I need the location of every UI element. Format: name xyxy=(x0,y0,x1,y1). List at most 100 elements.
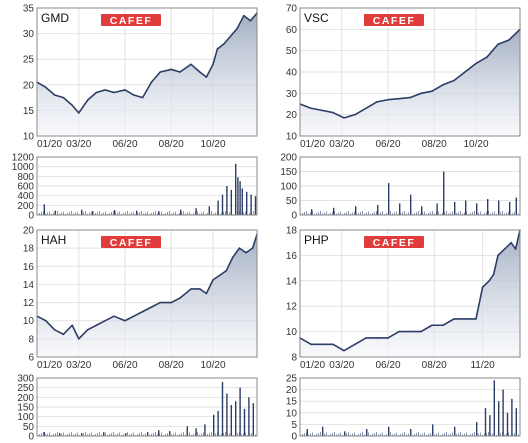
x-tick-label: 10/20 xyxy=(200,139,225,150)
volume-bar xyxy=(502,389,504,436)
cafef-logo-text: CAFEF xyxy=(110,237,153,249)
volume-bar-minor xyxy=(452,432,453,436)
price-point xyxy=(321,109,323,112)
volume-bar-minor xyxy=(105,432,106,436)
volume-bar-minor xyxy=(478,212,479,215)
volume-bar-minor xyxy=(189,432,190,436)
volume-bar xyxy=(241,188,243,215)
volume-bar-minor xyxy=(85,432,86,436)
volume-bar-minor xyxy=(490,213,491,215)
price-area xyxy=(300,29,520,136)
volume-bar-minor xyxy=(306,432,307,436)
price-area xyxy=(37,13,257,136)
price-point xyxy=(190,288,192,290)
volume-bar-minor xyxy=(400,213,401,215)
volume-bar-minor xyxy=(43,211,44,215)
volume-bar-minor xyxy=(304,433,305,436)
price-ytick-label: 20 xyxy=(286,110,298,121)
volume-bar xyxy=(204,424,206,436)
volume-bar-minor xyxy=(354,211,355,215)
volume-ytick-label: 0 xyxy=(291,432,297,443)
volume-bar-minor xyxy=(133,432,134,436)
volume-bar-minor xyxy=(428,213,429,215)
volume-bar xyxy=(213,414,215,436)
volume-bar-minor xyxy=(514,212,515,215)
price-point xyxy=(205,292,208,295)
price-ytick-label: 14 xyxy=(23,280,35,291)
volume-bar xyxy=(388,183,390,215)
volume-bar xyxy=(252,403,254,436)
price-ytick-label: 25 xyxy=(23,55,35,66)
price-frame xyxy=(36,7,258,137)
volume-bar-minor xyxy=(145,433,146,436)
volume-bar-minor xyxy=(372,213,373,215)
volume-bar xyxy=(509,201,511,215)
x-tick-label: 01/20 xyxy=(37,360,62,371)
price-frame xyxy=(299,229,521,358)
volume-bar-minor xyxy=(492,433,493,436)
volume-bar-minor xyxy=(179,434,180,436)
volume-bar-minor xyxy=(153,433,154,436)
volume-bar-minor xyxy=(444,433,445,436)
volume-bar-minor xyxy=(85,211,86,215)
volume-bar xyxy=(254,196,257,215)
price-line xyxy=(36,12,258,114)
volume-bar-minor xyxy=(374,433,375,436)
volume-bar-minor xyxy=(320,432,321,436)
volume-ytick-label: 0 xyxy=(291,211,297,222)
volume-bar-minor xyxy=(472,433,473,436)
ticker-label: GMD xyxy=(41,11,69,25)
volume-bar-minor xyxy=(326,432,327,436)
volume-bar-minor xyxy=(458,212,459,215)
volume-bar xyxy=(388,426,390,436)
volume-ytick-label: 200 xyxy=(280,153,297,164)
volume-bar-minor xyxy=(464,212,465,215)
volume-ytick-label: 0 xyxy=(28,211,34,222)
volume-bar-minor xyxy=(165,434,166,436)
price-point xyxy=(431,324,433,327)
volume-bar xyxy=(250,194,252,215)
price-ytick-label: 20 xyxy=(23,80,35,91)
price-ytick-label: 8 xyxy=(291,353,297,364)
price-point xyxy=(133,94,135,96)
volume-bar xyxy=(243,408,246,436)
volume-frame xyxy=(299,156,521,216)
volume-bar-minor xyxy=(245,211,246,215)
volume-bar xyxy=(43,432,45,436)
volume-bar xyxy=(125,433,127,436)
price-ytick-label: 6 xyxy=(28,353,34,364)
price-point xyxy=(387,337,389,339)
volume-bar-minor xyxy=(237,433,238,436)
price-point xyxy=(464,318,466,320)
price-point xyxy=(492,273,495,276)
ticker-label: HAH xyxy=(41,233,66,247)
volume-bar-minor xyxy=(392,213,393,215)
volume-bar xyxy=(114,210,116,215)
volume-bar-minor xyxy=(424,432,425,436)
volume-bar-minor xyxy=(63,211,64,215)
price-point xyxy=(216,48,219,50)
price-point xyxy=(124,319,126,322)
price-frame xyxy=(299,7,521,137)
volume-bar-minor xyxy=(488,432,489,436)
volume-bar-minor xyxy=(87,213,88,215)
price-point xyxy=(321,343,323,346)
price-line xyxy=(36,234,258,340)
price-point xyxy=(170,301,172,304)
volume-bar xyxy=(454,201,456,215)
volume-bar-minor xyxy=(334,432,335,436)
volume-bar-minor xyxy=(500,433,501,436)
volume-bar-minor xyxy=(253,211,254,215)
volume-bar xyxy=(311,209,313,215)
volume-bar-minor xyxy=(91,432,92,436)
volume-bar-minor xyxy=(49,211,50,215)
price-point xyxy=(159,301,161,304)
volume-bar xyxy=(226,186,228,215)
volume-bar-minor xyxy=(109,434,110,436)
price-point xyxy=(212,63,214,66)
volume-ytick-label: 10 xyxy=(286,408,298,419)
volume-bar-minor xyxy=(478,433,479,436)
volume-bar-minor xyxy=(139,433,140,436)
volume-bar-minor xyxy=(91,211,92,215)
price-point xyxy=(53,94,56,96)
